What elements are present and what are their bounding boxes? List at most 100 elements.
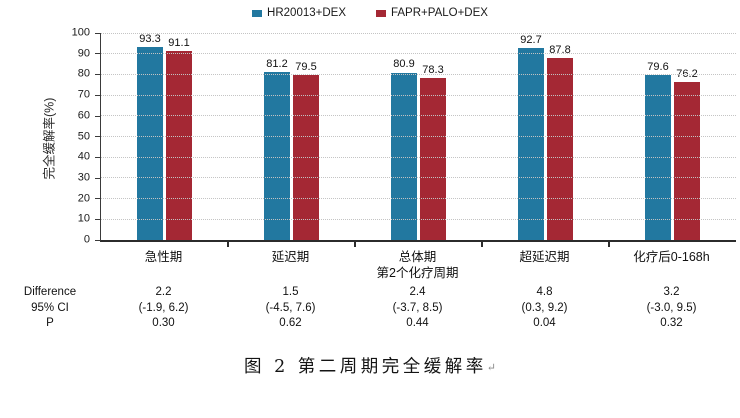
bar-value-label: 91.1 [168,37,190,50]
y-tick-label: 20 [77,192,90,205]
x-category-label-line: 总体期 [398,250,437,264]
x-category-label-line: 第2个化疗周期 [376,266,459,280]
stats-value: 3.2 [663,286,680,298]
y-axis-tick [94,156,100,158]
gridline [101,177,736,179]
x-axis-tick [227,242,229,247]
x-category-label-line: 超延迟期 [519,250,570,264]
stats-value: 0.30 [152,317,175,329]
x-category-label-line: 延迟期 [271,250,310,264]
stats-value: 0.04 [533,317,556,329]
bar-HR20013+DEX: 93.3 [137,33,163,240]
y-axis-tick [94,219,100,221]
bar-group-3: 92.7 87.8 [482,33,609,240]
y-axis-tick [94,115,100,117]
gridline [101,53,736,55]
bar-FAPR+PALO+DEX: 87.8 [547,44,573,240]
x-category-label-line: 急性期 [144,250,183,264]
y-axis-tick [94,94,100,96]
stats-value: 0.44 [406,317,429,329]
x-axis-tick [481,242,483,247]
legend-swatch-icon [252,9,263,17]
stats-row-label-0: Difference [23,286,77,298]
stats-value: 0.62 [279,317,302,329]
gridline [101,73,736,75]
bar-FAPR+PALO+DEX: 79.5 [293,61,319,240]
y-tick-label: 80 [77,67,90,80]
y-tick-label: 50 [77,130,90,142]
stats-value: (-1.9, 6.2) [138,301,189,314]
legend-item-0: HR20013+DEX [252,7,346,19]
x-category-label-4: 化疗后0-168h [608,249,735,281]
x-axis-tick [354,242,356,247]
stats-row-label-1: 95% CI [31,301,69,314]
gridline [101,218,736,220]
legend-label: FAPR+PALO+DEX [391,7,488,19]
y-tick-label: 0 [83,233,90,246]
x-category-label-line: 化疗后0-168h [633,250,710,264]
figure-caption-text: 图 2 第二周期完全缓解率 [244,357,487,377]
x-axis-category-labels: 急性期 延迟期 总体期第2个化疗周期 超延迟期 化疗后0-168h [100,249,735,281]
gridline [101,94,736,96]
legend-item-1: FAPR+PALO+DEX [376,7,488,19]
stats-value: 2.4 [409,286,426,298]
paragraph-return-mark: ↵ [486,361,496,374]
bar-value-label: 81.2 [266,57,288,70]
stats-value: 1.5 [282,286,299,298]
bar-group-2: 80.9 78.3 [355,33,482,240]
bar-FAPR+PALO+DEX: 76.2 [674,68,700,240]
y-axis-tick-labels: 0 10 20 30 40 50 60 70 80 90 100 [60,27,96,245]
gridline [101,136,736,137]
gridline [101,115,736,117]
stats-value: (0.3, 9.2) [521,301,568,314]
x-category-label-1: 延迟期 [227,249,354,281]
gridline [101,32,736,34]
y-axis-tick [94,74,100,76]
y-axis-tick [94,53,100,55]
y-axis-tick [94,239,100,241]
plot-area: 93.3 91.1 81.2 79.5 80.9 78.3 92.7 87.8 79.6 76.2 [94,32,736,247]
bar-FAPR+PALO+DEX: 78.3 [420,64,446,240]
gridline [101,156,736,158]
y-tick-label: 70 [77,88,90,101]
y-tick-label: 60 [77,109,90,122]
stats-row-label-2: P [46,317,54,329]
y-axis-tick [94,32,100,34]
stats-value: (-3.0, 9.5) [646,301,697,314]
stats-table: Difference 2.2 1.5 2.4 4.8 3.2 95% CI (-1.9, 6.… [0,285,740,332]
bar-HR20013+DEX: 81.2 [264,58,290,240]
bar-value-label: 93.3 [139,32,161,45]
y-tick-label: 40 [77,150,90,163]
bar-value-label: 79.5 [295,61,317,74]
bar-FAPR+PALO+DEX: 91.1 [166,37,192,240]
gridline [101,198,736,200]
y-tick-label: 100 [71,26,90,39]
y-axis-title: 完全缓解率(%) [42,97,57,180]
x-axis-tick [608,242,610,247]
x-category-label-0: 急性期 [100,249,227,281]
stats-value: 4.8 [536,286,553,298]
bar-HR20013+DEX: 80.9 [391,58,417,240]
stats-value: 2.2 [155,286,172,298]
stats-value: (-4.5, 7.6) [265,301,316,314]
stats-value: (-3.7, 8.5) [392,301,443,314]
y-tick-label: 30 [77,171,90,184]
y-axis-tick [94,136,100,138]
x-category-label-2: 总体期第2个化疗周期 [354,249,481,281]
figure-caption: 图 2 第二周期完全缓解率↵ [0,353,740,378]
bar-value-label: 79.6 [647,61,669,74]
chart-legend: HR20013+DEX FAPR+PALO+DEX [0,7,740,19]
bar-group-1: 81.2 79.5 [228,33,355,240]
legend-label: HR20013+DEX [267,7,346,19]
bar-HR20013+DEX: 92.7 [518,34,544,240]
y-tick-label: 90 [77,47,90,60]
y-axis-tick [94,198,100,200]
x-category-label-3: 超延迟期 [481,249,608,281]
bar-value-label: 80.9 [393,58,415,71]
y-axis-tick [94,177,100,179]
bar-group-0: 93.3 91.1 [101,33,228,240]
bar-value-label: 87.8 [549,44,571,57]
bar-value-label: 78.3 [422,63,444,76]
stats-value: 0.32 [660,317,683,329]
